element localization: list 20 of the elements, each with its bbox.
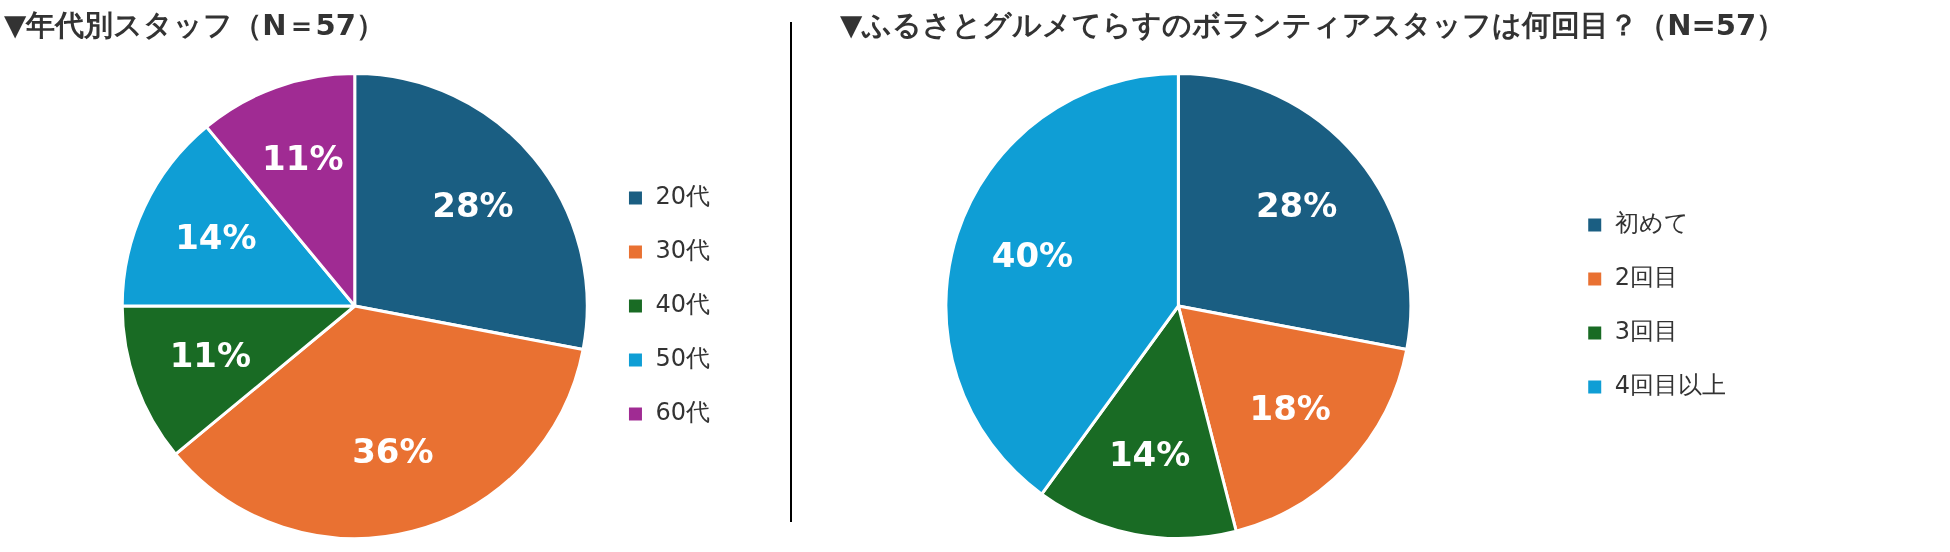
legend-label: 50代 bbox=[655, 344, 711, 373]
data-label: 28% bbox=[1255, 185, 1338, 226]
data-label: 18% bbox=[1249, 387, 1331, 428]
data-label: 28% bbox=[432, 185, 514, 226]
legend-label: 60代 bbox=[655, 398, 711, 427]
legend-label: 初めて bbox=[1614, 209, 1689, 238]
legend-label: 3回目 bbox=[1614, 317, 1679, 346]
data-label: 36% bbox=[352, 431, 434, 472]
chart-title: ▼ふるさとグルメてらすのボランティアスタッフは何回目？（N=57） bbox=[840, 7, 1786, 44]
legend-label: 40代 bbox=[655, 290, 711, 319]
legend-label: 4回目以上 bbox=[1614, 371, 1727, 400]
legend-label: 20代 bbox=[655, 182, 711, 211]
data-label: 14% bbox=[1108, 433, 1191, 474]
data-label: 11% bbox=[169, 334, 252, 375]
legend-label: 30代 bbox=[655, 236, 711, 265]
chart-title: ▼年代別スタッフ（N＝57） bbox=[4, 7, 385, 44]
data-label: 40% bbox=[991, 235, 1074, 276]
data-label: 14% bbox=[175, 217, 257, 258]
data-label: 11% bbox=[262, 138, 344, 179]
legend-label: 2回目 bbox=[1614, 263, 1679, 292]
